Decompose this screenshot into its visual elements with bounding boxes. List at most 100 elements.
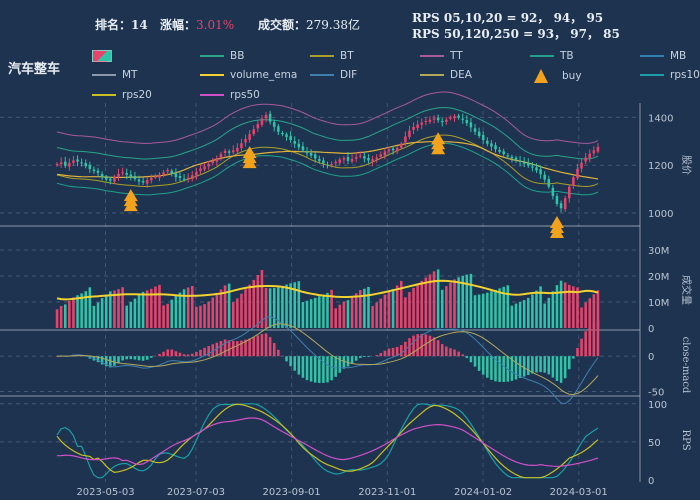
volume-bar <box>473 295 477 328</box>
volume-bar <box>551 291 555 328</box>
macd-bar <box>436 340 440 357</box>
candle-body <box>281 132 284 135</box>
rank-text: 排名：14 <box>95 18 148 32</box>
volume-bar <box>268 288 272 328</box>
macd-bar <box>174 351 178 357</box>
volume-bar <box>170 299 174 328</box>
candle-body <box>391 148 395 151</box>
candle-body <box>137 179 141 182</box>
candle-body <box>596 147 600 152</box>
candle-body <box>424 120 428 122</box>
candle-body <box>178 175 182 179</box>
macd-bar <box>420 333 424 357</box>
candle-body <box>166 169 169 172</box>
macd-bar <box>510 356 514 381</box>
volume-bar <box>252 279 256 328</box>
rps50-line <box>56 417 599 467</box>
volume-bar <box>84 291 88 328</box>
macd-bar <box>133 356 137 360</box>
candle-body <box>170 170 174 174</box>
volume-bar <box>195 306 198 328</box>
macd-bar <box>494 356 497 382</box>
legend-item-rps20: rps20 <box>92 89 152 101</box>
legend-label: BT <box>340 50 354 62</box>
macd-bar <box>596 320 600 357</box>
macd-bar <box>137 356 141 361</box>
volume-bar <box>227 283 231 328</box>
volume-bar <box>285 284 288 328</box>
candle-body <box>68 162 71 167</box>
candle-body <box>350 158 354 162</box>
legend-item-rps10: rps10 <box>640 69 700 81</box>
volume-bar <box>289 283 292 328</box>
macd-bar <box>440 344 444 357</box>
candle-body <box>207 164 210 167</box>
macd-bar <box>162 351 165 357</box>
candle-body <box>379 154 383 157</box>
legend-label: rps20 <box>122 89 152 101</box>
macd-bar <box>486 356 489 378</box>
candle-body <box>92 169 96 172</box>
macd-bar <box>150 356 153 358</box>
volume-bar <box>158 284 161 328</box>
macd-bar <box>543 356 546 373</box>
volume-bar <box>383 294 387 328</box>
volume-bar <box>412 287 415 328</box>
candle-body <box>547 179 551 187</box>
volume-bar <box>322 294 325 328</box>
volume-bar <box>580 307 583 328</box>
volume-bar <box>527 297 530 328</box>
macd-bar <box>240 340 243 357</box>
macd-bar <box>502 356 505 383</box>
candle-body <box>88 164 92 170</box>
price-axis-label: 股价 <box>680 155 692 175</box>
volume-bar <box>264 287 268 328</box>
legend-swatch <box>200 74 224 76</box>
volume-bar <box>436 269 440 328</box>
candle-body <box>236 147 239 152</box>
candle-body <box>473 128 477 132</box>
macd-bar <box>346 356 350 367</box>
legend-label: MT <box>122 69 138 81</box>
candle-body <box>559 203 563 209</box>
macd-bar <box>572 356 575 359</box>
volume-bar <box>309 299 313 328</box>
x-tick-label: 2024-03-01 <box>550 487 608 498</box>
macd-bar <box>166 349 169 357</box>
macd-bar <box>375 355 378 357</box>
macd-bar <box>527 356 530 375</box>
macd-bar <box>178 352 182 357</box>
candle-body <box>502 151 505 155</box>
legend-item-candle <box>92 50 118 62</box>
volume-bar <box>186 287 190 328</box>
candle-body <box>55 164 59 165</box>
volume-bar <box>428 274 432 328</box>
volume-bar <box>481 293 485 328</box>
candle-body <box>588 153 592 159</box>
bb-line <box>56 107 599 160</box>
macd-bar <box>461 354 464 357</box>
macd-bar <box>449 348 452 357</box>
volume-bar <box>391 289 395 328</box>
macd-bar <box>576 347 579 357</box>
volume-bar <box>506 285 510 328</box>
macd-bar <box>305 356 309 381</box>
legend-swatch <box>310 74 334 76</box>
candle-body <box>121 172 124 174</box>
candle-body <box>518 160 522 162</box>
candle-body <box>412 126 415 131</box>
volume-bar <box>387 291 391 328</box>
candle-body <box>440 120 444 123</box>
x-tick-label: 2023-05-03 <box>76 487 134 498</box>
macd-bar <box>236 341 239 357</box>
legend-label: buy <box>562 70 582 82</box>
candle-body <box>449 117 452 119</box>
volume-bar <box>510 305 514 328</box>
candle-body <box>572 177 575 186</box>
macd-bar <box>125 356 128 360</box>
sector-title: 汽车整车 <box>8 62 61 77</box>
buy-marker <box>549 225 564 238</box>
candle-body <box>203 166 206 170</box>
volume-bar <box>199 305 202 328</box>
